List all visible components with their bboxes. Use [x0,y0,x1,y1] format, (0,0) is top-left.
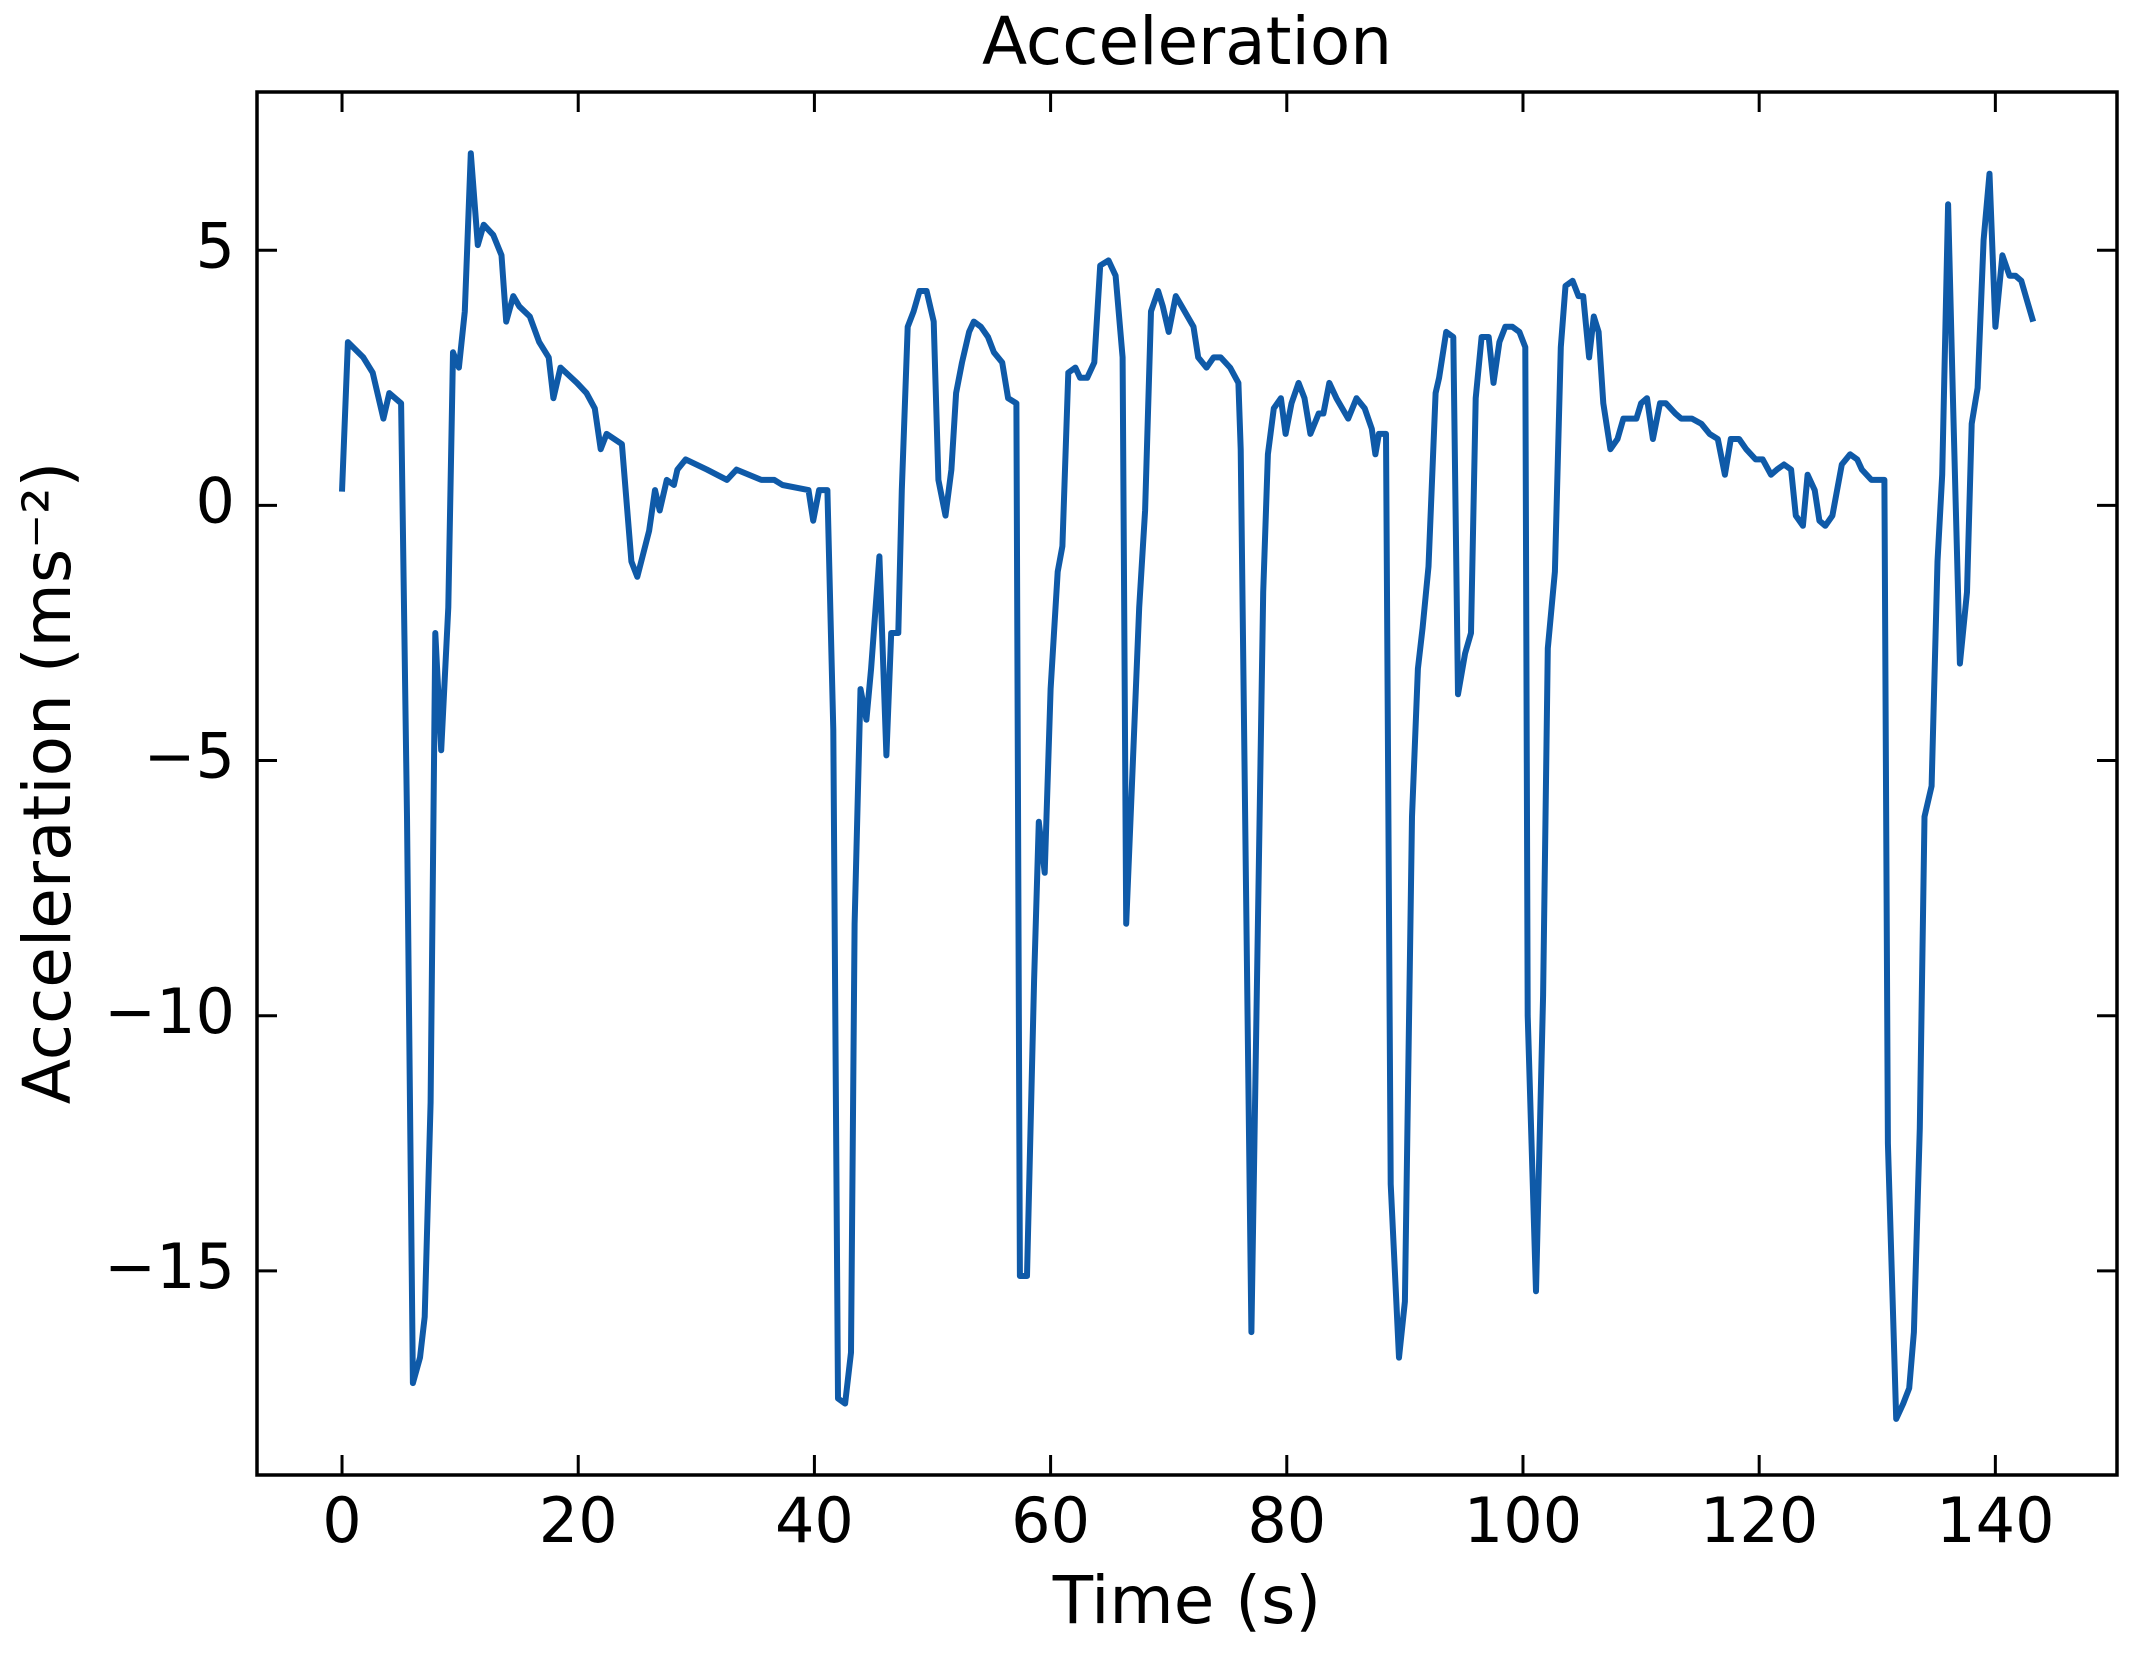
data-line [339,150,2037,1422]
x-tick-label: 120 [1700,1484,1818,1557]
x-axis-label: Time (s) [1052,1562,1321,1639]
chart-title: Acceleration [982,3,1392,80]
x-tick-label: 140 [1936,1484,2054,1557]
plot-frame [255,90,2119,1477]
x-tick-label: 20 [539,1484,618,1557]
y-tick-label: −15 [104,1230,235,1303]
y-tick-label: −5 [144,720,235,793]
y-tick-label: 0 [196,464,235,537]
x-tick-label: 60 [1011,1484,1090,1557]
x-tick-label: 0 [322,1484,361,1557]
x-tick-label: 100 [1464,1484,1582,1557]
y-tick-label: −10 [104,975,235,1048]
x-tick-label: 80 [1247,1484,1326,1557]
x-tick-label: 40 [775,1484,854,1557]
y-axis-label: Acceleration (ms⁻²) [9,462,86,1105]
y-tick-label: 5 [196,209,235,282]
